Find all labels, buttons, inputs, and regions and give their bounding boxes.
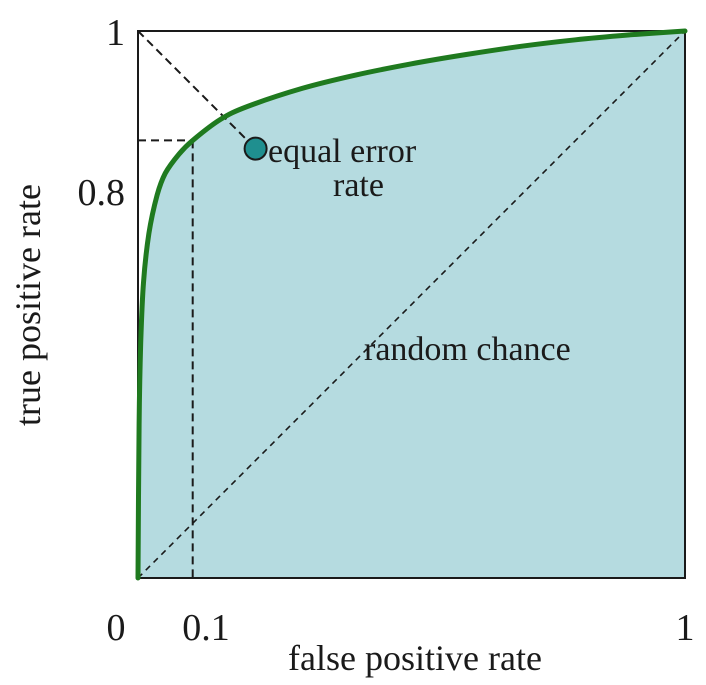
- eer-marker: [243, 136, 268, 161]
- random-chance-line: [137, 30, 686, 579]
- y-tick-0.8: 0.8: [78, 172, 126, 214]
- x-tick-1: 1: [676, 607, 695, 649]
- x-axis-title: false positive rate: [288, 638, 542, 678]
- eer-guide-line: [137, 30, 257, 150]
- eer-label-line1: equal error: [268, 133, 417, 170]
- roc-curve: [135, 28, 688, 581]
- plot-frame: [137, 30, 686, 579]
- random-chance-label: random chance: [364, 331, 571, 368]
- x-tick-0.1: 0.1: [182, 607, 230, 649]
- plot-area: [135, 28, 688, 581]
- y-tick-1: 1: [106, 12, 125, 54]
- y-axis-title: true positive rate: [8, 184, 48, 426]
- eer-label-line2: rate: [333, 167, 384, 204]
- x-tick-0: 0: [107, 607, 126, 649]
